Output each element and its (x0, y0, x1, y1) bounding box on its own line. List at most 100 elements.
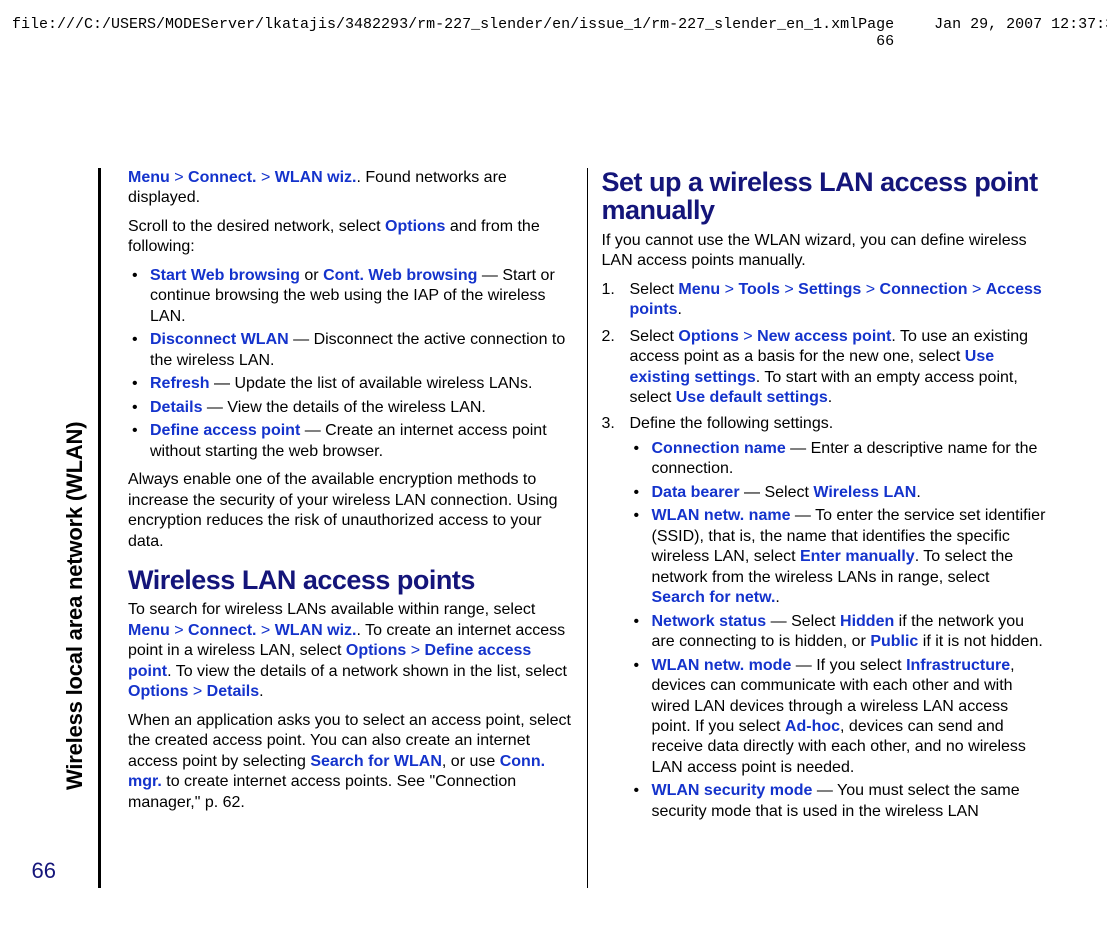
menu-sep: > (174, 169, 188, 186)
page-info: Page 66 (858, 16, 934, 50)
menu-path: Options (128, 683, 188, 700)
menu-sep: > (261, 169, 275, 186)
paragraph: When an application asks you to select a… (128, 711, 573, 813)
menu-sep: > (170, 622, 188, 639)
text: . (678, 301, 682, 318)
text: Select (630, 281, 679, 298)
paragraph-intro: If you cannot use the WLAN wizard, you c… (602, 231, 1047, 272)
setting-name: Network status (652, 613, 767, 630)
text: Scroll to the desired network, select (128, 218, 385, 235)
text: if it is not hidden. (918, 633, 1043, 650)
options-list: Start Web browsing or Cont. Web browsing… (128, 266, 573, 462)
list-item: WLAN security mode — You must select the… (630, 781, 1047, 822)
option-name: Disconnect WLAN (150, 331, 289, 348)
setting-name: Data bearer (652, 484, 740, 501)
menu-sep: > (256, 622, 274, 639)
list-item: Network status — Select Hidden if the ne… (630, 612, 1047, 653)
list-item: Data bearer — Select Wireless LAN. (630, 483, 1047, 503)
text: — Select (766, 613, 840, 630)
option-name: Cont. Web browsing (323, 267, 477, 284)
step-number: 2. (602, 327, 615, 347)
text: — If you select (791, 657, 906, 674)
page-number: 66 (0, 858, 62, 888)
page-body: Wireless local area network (WLAN) 66 Me… (64, 168, 1054, 888)
menu-path: Options (678, 328, 738, 345)
option-name: Start Web browsing (150, 267, 300, 284)
menu-sep: > (188, 683, 206, 700)
heading-wlan-access-points: Wireless LAN access points (128, 566, 573, 594)
paragraph: To search for wireless LANs available wi… (128, 600, 573, 702)
text: to create internet access points. See "C… (128, 773, 516, 810)
text: Define the following settings. (630, 415, 834, 432)
menu-path-menu: Menu (128, 169, 170, 186)
option-name: Use default settings (676, 389, 828, 406)
steps-list: 1. Select Menu > Tools > Settings > Conn… (602, 280, 1047, 823)
text: , or use (442, 753, 500, 770)
option-name: Search for netw. (652, 589, 776, 606)
list-item: WLAN netw. name — To enter the service s… (630, 506, 1047, 608)
heading-manual-setup: Set up a wireless LAN access point manua… (602, 168, 1047, 225)
menu-path: WLAN wiz. (275, 622, 357, 639)
option-name: Search for WLAN (310, 753, 442, 770)
menu-path: Settings (798, 281, 861, 298)
step-number: 3. (602, 414, 615, 434)
right-column: Set up a wireless LAN access point manua… (588, 168, 1055, 888)
text: . (828, 389, 832, 406)
menu-path: Details (207, 683, 259, 700)
columns: Menu > Connect. > WLAN wiz.. Found netwo… (102, 168, 1054, 888)
menu-path: New access point (757, 328, 891, 345)
step-number: 1. (602, 280, 615, 300)
list-item: Details — View the details of the wirele… (128, 398, 573, 418)
text: Select (630, 328, 679, 345)
text: — View the details of the wireless LAN. (202, 399, 485, 416)
left-column: Menu > Connect. > WLAN wiz.. Found netwo… (102, 168, 588, 888)
paragraph-encryption: Always enable one of the available encry… (128, 470, 573, 552)
option-name: Details (150, 399, 202, 416)
print-header: file:///C:/USERS/MODEServer/lkatajis/348… (0, 16, 1107, 50)
side-tab-label: Wireless local area network (WLAN) (62, 422, 88, 790)
options-label: Options (385, 218, 445, 235)
menu-path-wlanwiz: WLAN wiz. (275, 169, 357, 186)
setting-name: WLAN netw. name (652, 507, 791, 524)
continued-paragraph: Menu > Connect. > WLAN wiz.. Found netwo… (128, 168, 573, 209)
timestamp: Jan 29, 2007 12:37:36 PM (934, 16, 1107, 50)
option-name: Define access point (150, 422, 300, 439)
text: . To view the details of a network shown… (167, 663, 567, 680)
option-name: Wireless LAN (813, 484, 916, 501)
list-item: Refresh — Update the list of available w… (128, 374, 573, 394)
menu-sep: > (406, 642, 424, 659)
settings-list: Connection name — Enter a descriptive na… (630, 439, 1047, 822)
setting-name: Connection name (652, 440, 786, 457)
text: . (259, 683, 263, 700)
menu-path: Menu (128, 622, 170, 639)
list-item: Start Web browsing or Cont. Web browsing… (128, 266, 573, 327)
menu-path: Tools (738, 281, 779, 298)
text: or (300, 267, 323, 284)
option-name: Ad-hoc (785, 718, 840, 735)
option-name: Hidden (840, 613, 894, 630)
text: — Select (740, 484, 814, 501)
menu-path: Connection (880, 281, 968, 298)
step-2: 2. Select Options > New access point. To… (602, 327, 1047, 409)
setting-name: WLAN security mode (652, 782, 813, 799)
list-item: Define access point — Create an internet… (128, 421, 573, 462)
text: To search for wireless LANs available wi… (128, 601, 535, 618)
list-item: Connection name — Enter a descriptive na… (630, 439, 1047, 480)
side-tab: Wireless local area network (WLAN) 66 (64, 168, 102, 888)
step-1: 1. Select Menu > Tools > Settings > Conn… (602, 280, 1047, 321)
side-rule (98, 168, 101, 888)
text: . (775, 589, 779, 606)
list-item: WLAN netw. mode — If you select Infrastr… (630, 656, 1047, 779)
menu-path: Menu (678, 281, 720, 298)
option-name: Infrastructure (906, 657, 1010, 674)
text: — Update the list of available wireless … (210, 375, 533, 392)
file-path: file:///C:/USERS/MODEServer/lkatajis/348… (12, 16, 858, 50)
paragraph: Scroll to the desired network, select Op… (128, 217, 573, 258)
option-name: Enter manually (800, 548, 915, 565)
option-name: Refresh (150, 375, 210, 392)
step-3: 3. Define the following settings. Connec… (602, 414, 1047, 822)
text: . (916, 484, 920, 501)
option-name: Public (870, 633, 918, 650)
setting-name: WLAN netw. mode (652, 657, 792, 674)
menu-path-connect: Connect. (188, 169, 256, 186)
